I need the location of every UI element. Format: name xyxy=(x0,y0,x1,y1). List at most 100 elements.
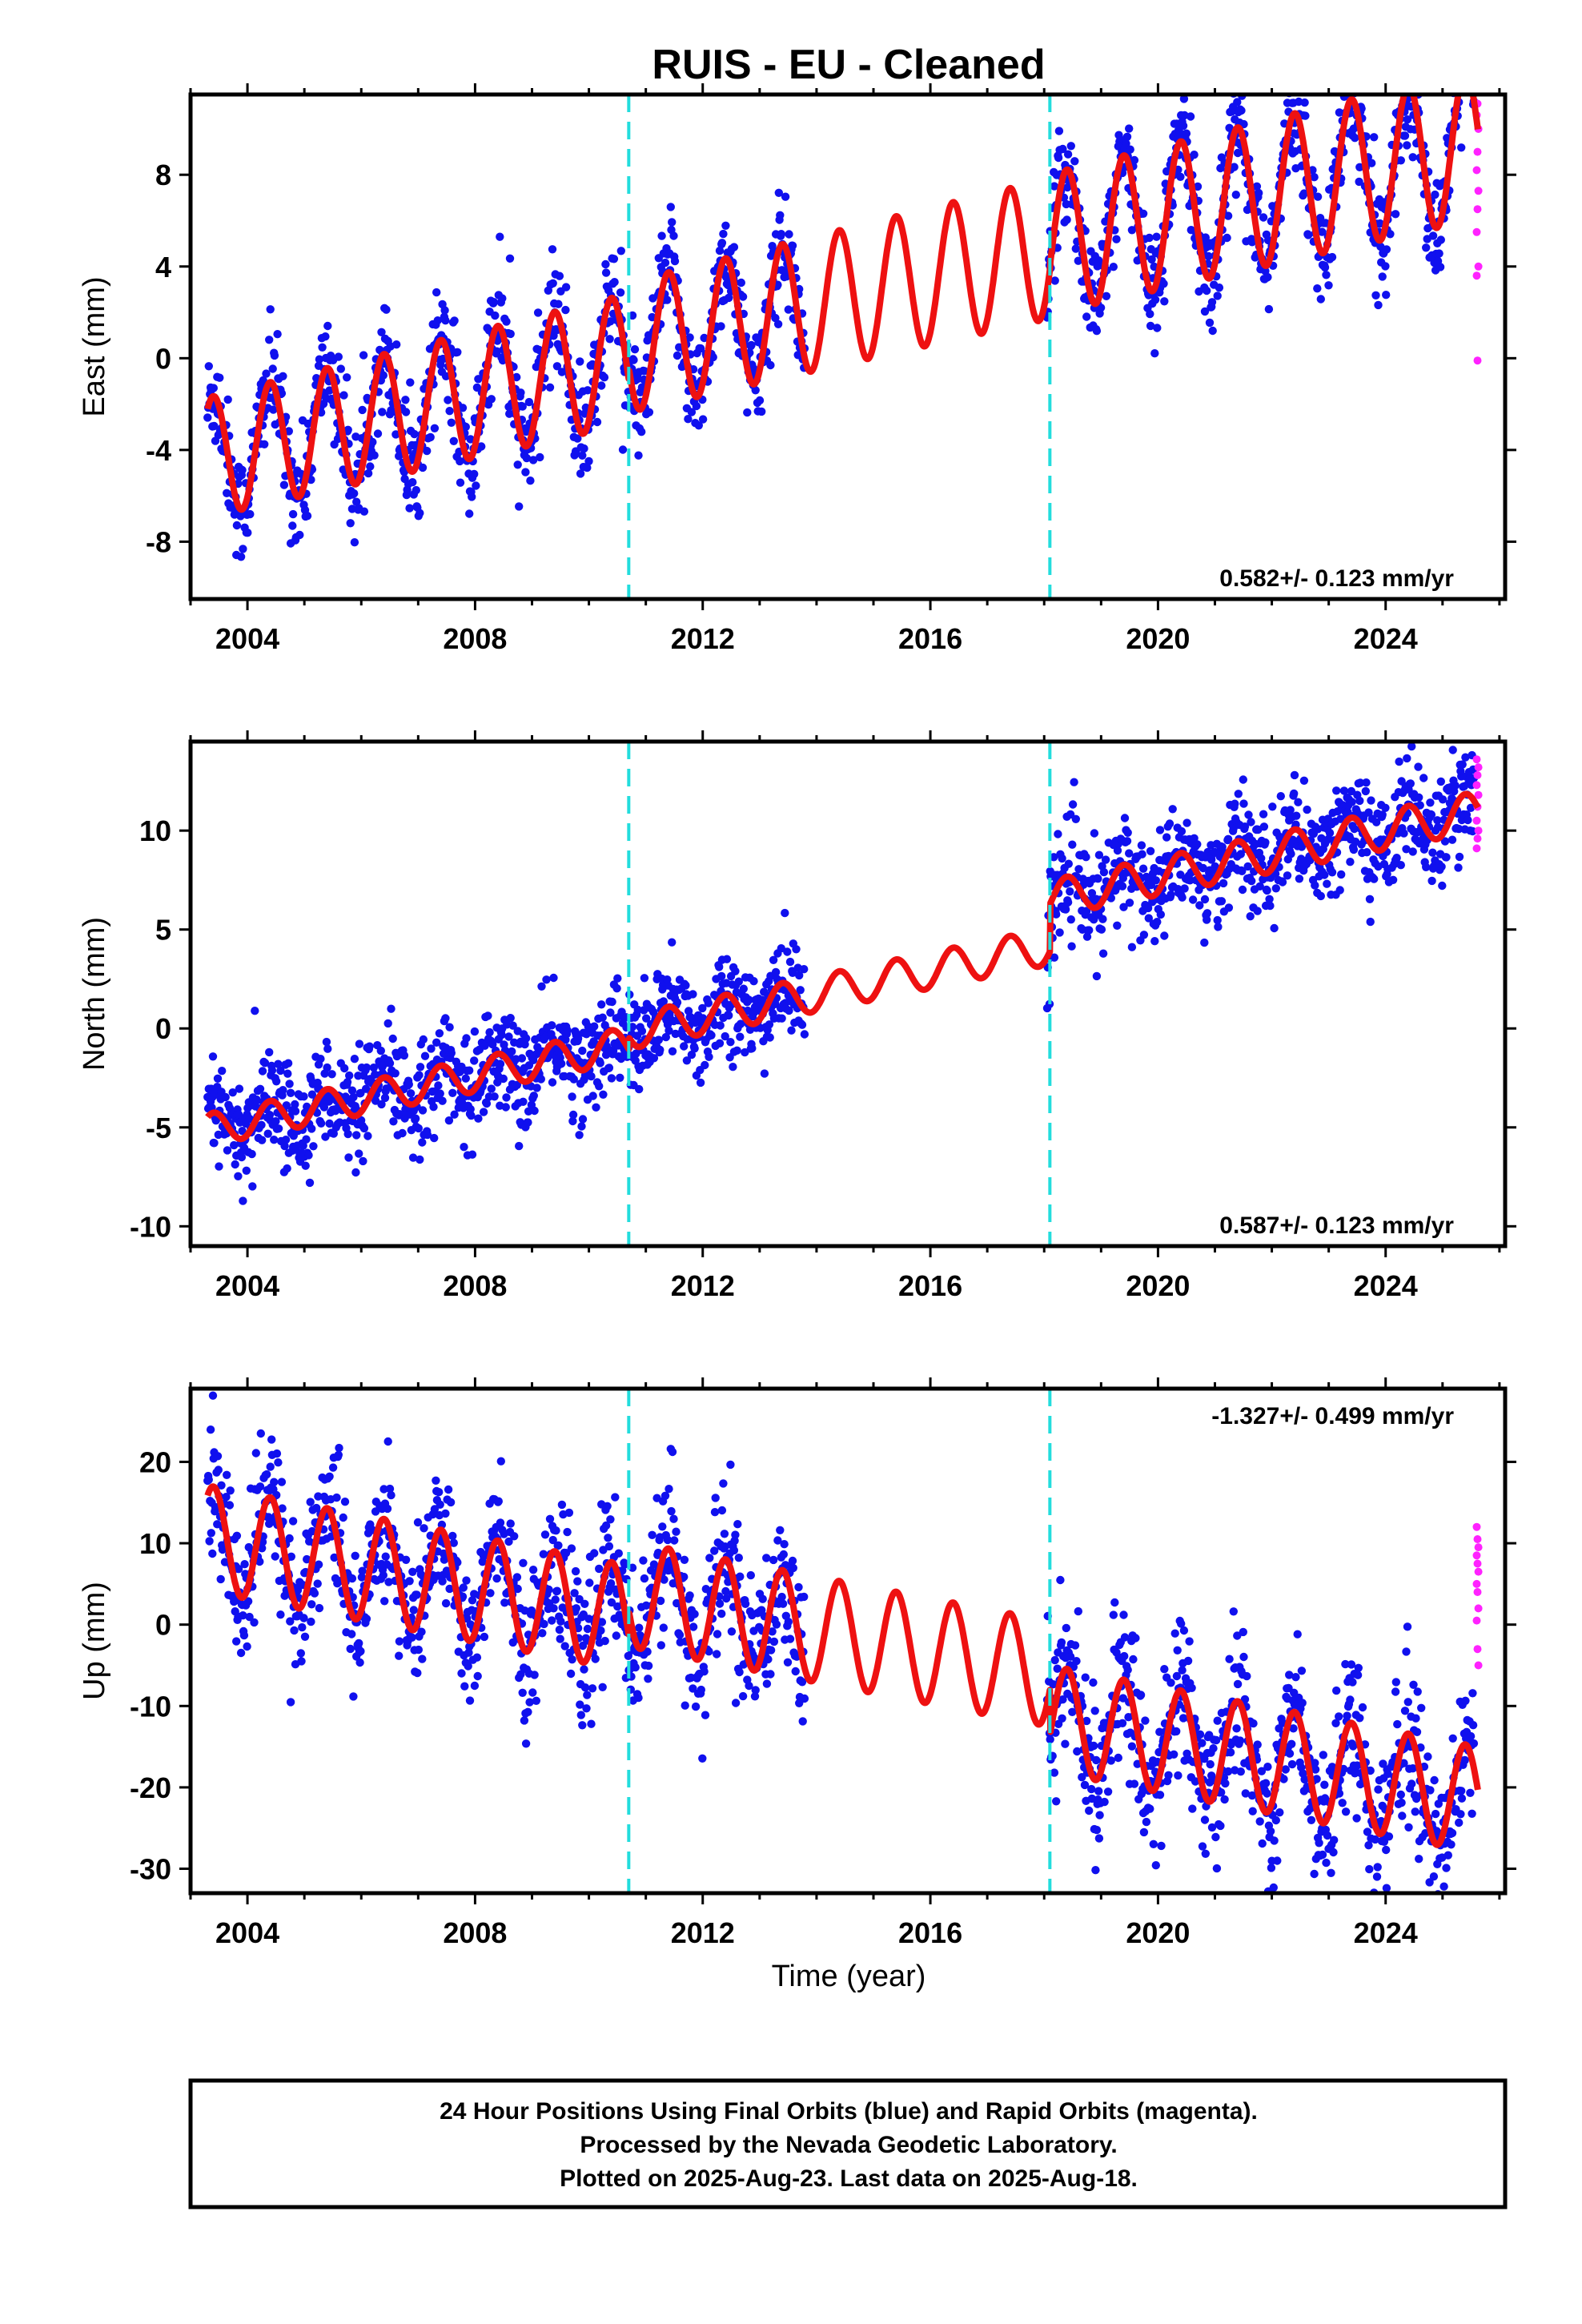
final-orbit-point xyxy=(395,1651,404,1660)
final-orbit-point xyxy=(277,1478,287,1486)
rapid-orbit-point xyxy=(1473,356,1482,365)
up-panel: 2004 2008 2012 2016 2020 2024-30-20-1001020Up… xyxy=(78,1377,1516,1949)
final-orbit-point xyxy=(383,1504,392,1514)
final-orbit-point xyxy=(766,360,775,370)
final-orbit-point xyxy=(733,1520,742,1529)
rapid-orbit-point xyxy=(1472,227,1481,236)
final-orbit-point xyxy=(487,395,496,404)
final-orbit-point xyxy=(1165,819,1174,828)
final-orbit-point xyxy=(561,283,571,292)
final-orbit-point xyxy=(1123,1666,1132,1675)
final-orbit-point xyxy=(307,1600,316,1609)
final-orbit-point xyxy=(764,1655,773,1664)
final-orbit-point xyxy=(560,1642,569,1651)
final-orbit-point xyxy=(1212,1735,1221,1745)
final-orbit-point xyxy=(1347,74,1355,82)
final-orbit-point xyxy=(438,1096,447,1105)
final-orbit-point xyxy=(216,1574,225,1584)
final-orbit-point xyxy=(1166,1679,1175,1687)
final-orbit-point xyxy=(373,429,383,438)
final-orbit-point xyxy=(520,1716,529,1725)
final-orbit-point xyxy=(1182,818,1191,827)
final-orbit-point xyxy=(1327,252,1337,262)
final-orbit-point xyxy=(260,440,269,448)
final-orbit-point xyxy=(207,1529,215,1538)
final-orbit-point xyxy=(1325,828,1335,838)
final-orbit-point xyxy=(781,192,790,201)
final-orbit-point xyxy=(1363,848,1371,857)
final-orbit-point xyxy=(1266,1827,1275,1835)
final-orbit-point xyxy=(564,1508,574,1518)
final-orbit-point xyxy=(661,258,670,267)
final-orbit-point xyxy=(1248,1807,1257,1815)
final-orbit-point xyxy=(1243,1671,1251,1681)
final-orbit-point xyxy=(743,408,752,417)
final-orbit-point xyxy=(359,1124,369,1133)
final-orbit-point xyxy=(1211,1832,1220,1842)
final-orbit-point xyxy=(350,538,359,547)
final-orbit-point xyxy=(1092,327,1102,336)
final-orbit-point xyxy=(538,1629,547,1638)
final-orbit-point xyxy=(272,1449,282,1458)
final-orbit-point xyxy=(1461,82,1469,90)
final-orbit-point xyxy=(552,1586,562,1595)
final-orbit-point xyxy=(1457,143,1466,152)
final-orbit-point xyxy=(548,245,557,254)
final-orbit-point xyxy=(1200,307,1210,316)
final-orbit-point xyxy=(214,1466,223,1474)
x-tick-label: 2004 xyxy=(215,1269,279,1302)
final-orbit-point xyxy=(1125,849,1134,858)
final-orbit-point xyxy=(1464,82,1472,90)
final-orbit-point xyxy=(447,1048,456,1058)
final-orbit-point xyxy=(1428,848,1437,857)
final-orbit-point xyxy=(359,507,369,516)
final-orbit-point xyxy=(783,1658,793,1667)
final-orbit-point xyxy=(670,256,680,266)
final-orbit-point xyxy=(243,1642,251,1651)
final-orbit-point xyxy=(616,1073,624,1083)
final-orbit-point xyxy=(279,1086,287,1095)
final-orbit-point xyxy=(1082,853,1090,862)
final-orbit-point xyxy=(1416,72,1424,80)
final-orbit-point xyxy=(1063,898,1073,907)
final-orbit-point xyxy=(634,1693,643,1703)
final-orbit-point xyxy=(600,373,609,382)
final-orbit-point xyxy=(539,1550,548,1558)
final-orbit-point xyxy=(1178,1666,1186,1675)
final-orbit-point xyxy=(208,1391,218,1400)
final-orbit-point xyxy=(1220,1795,1229,1804)
final-orbit-point xyxy=(1094,1834,1104,1843)
final-orbit-point xyxy=(238,465,247,475)
final-orbit-point xyxy=(406,1089,416,1098)
final-orbit-point xyxy=(383,1437,392,1446)
final-orbit-point xyxy=(490,1092,499,1101)
final-orbit-point xyxy=(692,401,701,411)
final-orbit-point xyxy=(400,1051,409,1060)
final-orbit-point xyxy=(304,1151,313,1160)
final-orbit-point xyxy=(592,417,602,427)
x-tick-label: 2020 xyxy=(1126,1269,1190,1302)
final-orbit-point xyxy=(528,1566,538,1574)
y-tick-label: 8 xyxy=(155,159,171,191)
final-orbit-point xyxy=(635,1623,644,1632)
final-orbit-point xyxy=(1455,852,1464,862)
final-orbit-point xyxy=(1454,863,1463,872)
final-orbit-point xyxy=(301,1161,310,1170)
final-orbit-point xyxy=(1103,1787,1113,1796)
final-orbit-point xyxy=(757,407,766,416)
final-orbit-point xyxy=(563,1527,572,1537)
final-orbit-point xyxy=(240,1560,249,1569)
final-orbit-point xyxy=(366,462,375,471)
final-orbit-point xyxy=(1286,806,1295,814)
final-orbit-point xyxy=(600,1636,609,1646)
final-orbit-point xyxy=(1152,232,1161,241)
y-axis-label: North (mm) xyxy=(78,917,111,1071)
final-orbit-point xyxy=(731,1530,740,1539)
final-orbit-point xyxy=(555,271,564,280)
final-orbit-point xyxy=(1247,818,1255,826)
final-orbit-point xyxy=(1290,770,1299,780)
final-orbit-point xyxy=(417,1627,426,1636)
final-orbit-point xyxy=(305,1178,315,1188)
final-orbit-point xyxy=(1263,886,1271,895)
final-orbit-point xyxy=(285,1534,294,1543)
